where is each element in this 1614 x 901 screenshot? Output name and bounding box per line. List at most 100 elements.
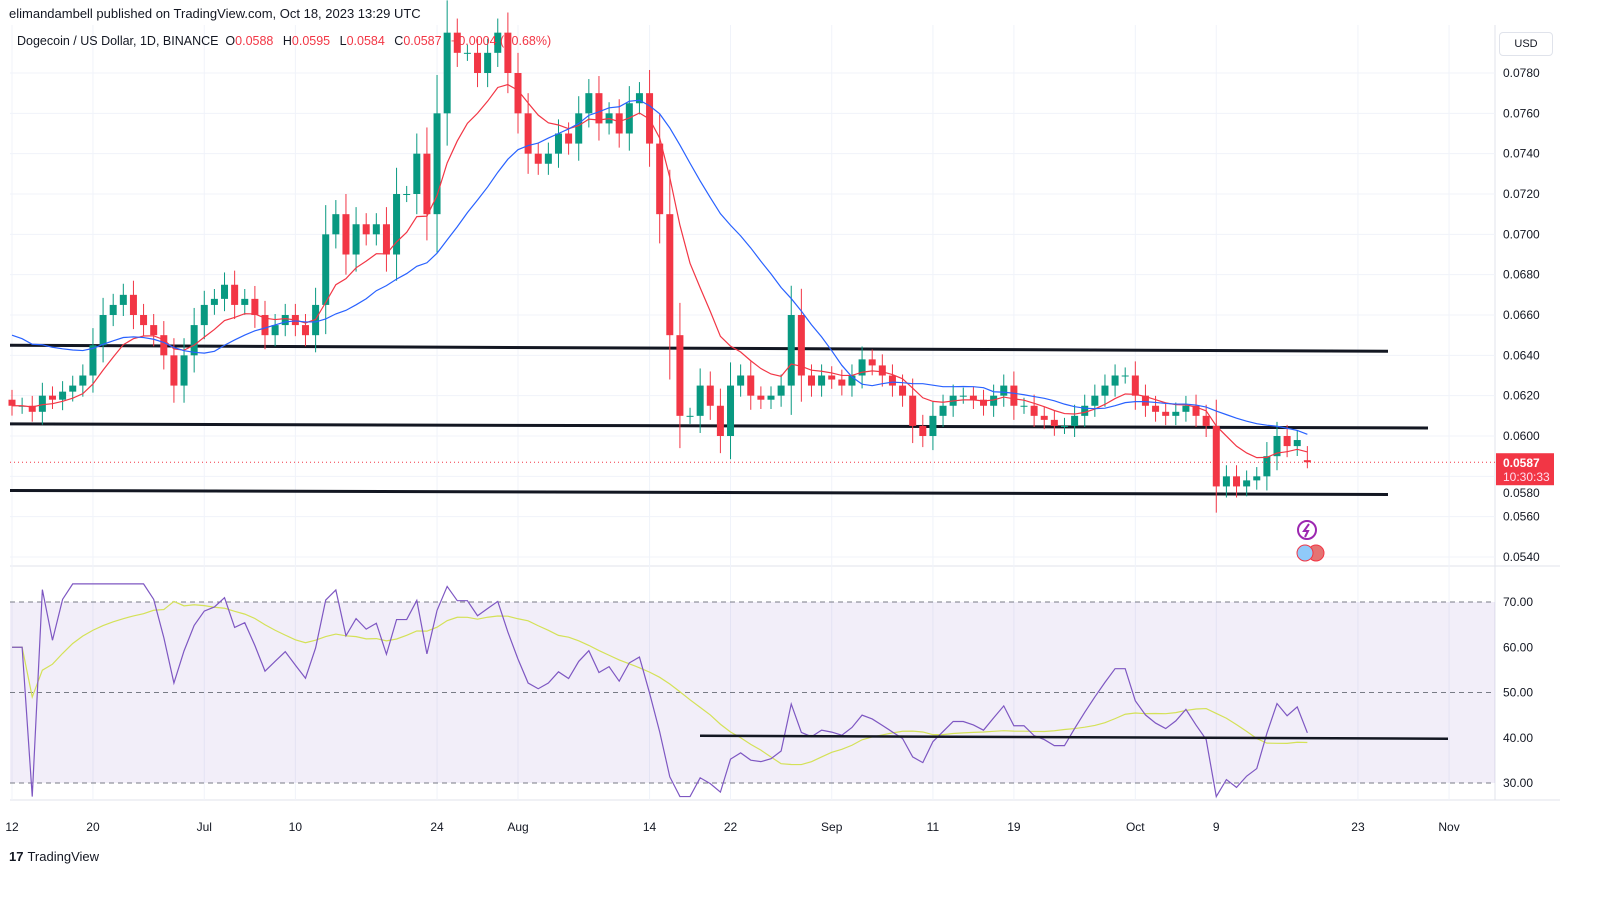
- candle-body: [504, 32, 512, 73]
- candle-body: [1303, 460, 1311, 463]
- time-tick-label: 24: [430, 820, 444, 834]
- candle-body: [1101, 385, 1109, 396]
- candle-body: [180, 355, 188, 386]
- candle-body: [372, 224, 380, 235]
- candle-body: [737, 375, 745, 386]
- price-tick-label: 0.0780: [1503, 66, 1540, 80]
- candle-body: [494, 32, 502, 53]
- brand-name: TradingView: [27, 849, 100, 864]
- currency-button[interactable]: USD: [1499, 32, 1553, 56]
- candle-body: [403, 194, 411, 196]
- candle-body: [575, 113, 583, 144]
- candle-body: [382, 224, 390, 255]
- sma-line: [11, 99, 1308, 435]
- price-pane: [10, 25, 1495, 565]
- candle-body: [939, 405, 947, 416]
- candle-body: [858, 359, 866, 376]
- tv-logo-icon: 17: [9, 849, 24, 864]
- symbol-title[interactable]: Dogecoin / US Dollar, 1D, BINANCE: [17, 34, 219, 48]
- candle-body: [807, 375, 815, 386]
- candle-body: [676, 335, 684, 416]
- candle-body: [119, 294, 127, 305]
- candle-body: [666, 214, 674, 336]
- candle-body: [980, 399, 988, 406]
- candle-body: [747, 375, 755, 396]
- candle-body: [1172, 411, 1180, 416]
- candle-body: [534, 153, 542, 164]
- time-tick-label: 22: [724, 820, 738, 834]
- candle-body: [241, 298, 249, 305]
- candle-body: [393, 194, 401, 255]
- candle-body: [8, 399, 16, 406]
- candle-body: [514, 73, 522, 114]
- candle-body: [281, 315, 289, 326]
- time-tick-label: 23: [1351, 820, 1365, 834]
- candle-body: [69, 385, 77, 392]
- candle-body: [838, 379, 846, 386]
- candle-body: [413, 153, 421, 195]
- candle-body: [585, 93, 593, 114]
- candle-body: [828, 375, 836, 380]
- tradingview-logo[interactable]: 17 TradingView: [9, 849, 99, 864]
- candle-body: [1121, 375, 1129, 377]
- candle-body: [443, 32, 451, 114]
- rsi-line: [12, 583, 1308, 799]
- candle-body: [1111, 375, 1119, 386]
- candle-body: [453, 32, 461, 53]
- candle-body: [362, 224, 370, 235]
- candle-body: [757, 395, 765, 400]
- candle-body: [160, 335, 168, 356]
- candle-body: [1202, 415, 1210, 426]
- price-tick-label: 0.0760: [1503, 106, 1540, 120]
- candle-body: [109, 304, 117, 316]
- last-price-label: [1496, 453, 1554, 486]
- time-tick-label: 14: [643, 820, 657, 834]
- candle-body: [1000, 385, 1008, 396]
- candle-body: [646, 93, 654, 144]
- rsi-tick-label: 60.00: [1503, 640, 1533, 654]
- time-tick-label: Oct: [1126, 820, 1145, 834]
- candle-body: [251, 298, 259, 316]
- candle-body: [848, 375, 856, 386]
- candle-body: [868, 359, 876, 366]
- candle-body: [210, 298, 218, 305]
- open-label: O: [225, 34, 236, 48]
- lightning-glyph-icon: [1302, 523, 1310, 538]
- candle-body: [1071, 415, 1079, 426]
- candle-body: [1091, 395, 1099, 406]
- rsi-tick-label: 50.00: [1503, 686, 1533, 700]
- candle-body: [615, 113, 623, 134]
- time-tick-label: 9: [1213, 820, 1220, 834]
- candle-body: [332, 214, 340, 235]
- candle-body: [696, 385, 704, 416]
- candle-body: [1131, 375, 1139, 396]
- candle-body: [1293, 440, 1301, 447]
- candle-body: [899, 385, 907, 396]
- candle-body: [352, 224, 360, 255]
- candle-body: [767, 395, 775, 400]
- candle-body: [1212, 425, 1220, 487]
- candle-body: [271, 325, 279, 336]
- time-tick-label: Sep: [821, 820, 843, 834]
- candle-body: [919, 425, 927, 437]
- price-tick-label: 0.0680: [1503, 268, 1540, 282]
- candle-body: [129, 294, 137, 316]
- high-value: 0.0595: [291, 34, 331, 48]
- candle-body: [1010, 385, 1018, 406]
- candle-body: [261, 315, 269, 336]
- rsi-tick-label: 70.00: [1503, 595, 1533, 609]
- candle-body: [1152, 405, 1160, 412]
- support-resistance-line: [9, 343, 1389, 353]
- candle-body: [1030, 405, 1038, 416]
- candle-body: [1050, 419, 1058, 426]
- candle-body: [777, 385, 785, 396]
- candle-body: [28, 405, 36, 412]
- candle-body: [312, 304, 320, 336]
- candle-body: [474, 52, 482, 73]
- candle-body: [686, 415, 694, 417]
- candle-body: [484, 52, 492, 73]
- time-tick-label: Jul: [197, 820, 212, 834]
- us-flag-event-icon: [1296, 544, 1314, 562]
